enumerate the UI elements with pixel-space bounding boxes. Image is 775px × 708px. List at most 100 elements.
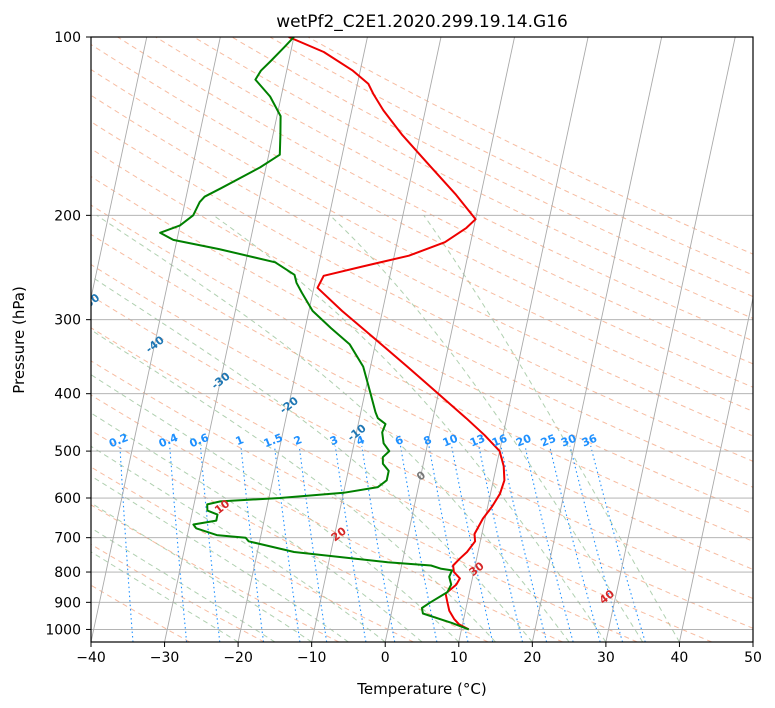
moist-adiabat <box>91 329 496 642</box>
dry-adiabat <box>91 360 638 642</box>
dry-adiabat <box>91 327 712 642</box>
isotherm-line <box>91 37 148 301</box>
mixing-ratio-line <box>199 445 221 642</box>
y-tick-label: 200 <box>54 208 81 224</box>
mixing-ratio-label: 1.5 <box>262 431 285 450</box>
moist-adiabat <box>423 215 680 642</box>
isotherm-label: -60 <box>16 240 40 263</box>
isotherm-line <box>164 37 295 642</box>
isotherm-label: 30 <box>467 559 487 579</box>
y-tick-label: 600 <box>54 491 81 507</box>
x-tick-label: 0 <box>381 650 390 666</box>
mixing-ratio-label: 0.2 <box>107 431 130 450</box>
mixing-ratio-label: 16 <box>490 432 509 450</box>
chart-title: wetPf2_C2E1.2020.299.19.14.G16 <box>276 12 568 32</box>
dry-adiabat <box>193 37 753 319</box>
x-tick-label: −40 <box>76 650 106 666</box>
dry-adiabat <box>91 121 753 462</box>
isotherm-line <box>605 37 736 642</box>
mixing-ratio-label: 2 <box>292 433 304 448</box>
moist-adiabat <box>91 275 533 642</box>
x-tick-label: 10 <box>450 650 468 666</box>
dry-adiabat <box>91 204 753 542</box>
plot-area: -100-90-80-70-60-50-40-30-20-10010203040… <box>16 37 753 642</box>
isotherm-line <box>752 639 753 642</box>
x-tick-label: 50 <box>744 650 762 666</box>
mixing-ratio-line <box>298 445 328 642</box>
x-axis-ticks: −40 −30 −20 −10 0 10 20 30 40 50 <box>76 642 762 666</box>
x-tick-label: −20 <box>223 650 253 666</box>
isotherm-label: -20 <box>277 394 301 417</box>
dewpoint-profile-line <box>159 37 470 631</box>
dry-adiabat <box>91 94 753 437</box>
y-tick-label: 500 <box>54 444 81 460</box>
y-tick-label: 1000 <box>45 622 81 638</box>
profile-lines <box>159 37 506 631</box>
dry-adiabat <box>91 175 753 515</box>
mixing-ratio-label: 0.4 <box>157 431 180 450</box>
dry-adiabat <box>91 429 489 642</box>
dry-adiabats <box>91 37 753 642</box>
mixing-ratio-label: 36 <box>580 432 599 450</box>
y-tick-label: 400 <box>54 387 81 403</box>
isotherm-label: 20 <box>329 524 349 544</box>
temperature-profile-line <box>288 37 506 631</box>
y-axis-label: Pressure (hPa) <box>10 286 28 394</box>
moist-adiabat <box>91 445 386 642</box>
x-tick-label: 20 <box>523 650 541 666</box>
moist-adiabat <box>213 214 607 642</box>
dry-adiabat <box>155 37 753 342</box>
dry-adiabat <box>91 543 265 642</box>
isotherm-label: -50 <box>79 291 103 314</box>
isotherm-line <box>458 37 589 642</box>
dry-adiabat <box>91 43 753 388</box>
mixing-ratio-labels: 0.1 0.2 0.4 0.6 1 1.5 2 3 4 6 8 10 13 16 20 25 30 36 <box>107 431 599 450</box>
y-tick-label: 800 <box>54 565 81 581</box>
moist-adiabat <box>91 551 239 642</box>
x-tick-label: −30 <box>150 650 180 666</box>
moist-adiabat <box>329 214 644 642</box>
isotherm-label: 0 <box>414 468 428 483</box>
mixing-ratio-label: 10 <box>441 432 460 450</box>
isobar-lines <box>91 37 753 630</box>
mixing-ratio-line <box>549 445 601 642</box>
mixing-ratio-line <box>569 445 624 642</box>
moist-adiabat <box>91 475 349 642</box>
mixing-ratio-line <box>428 445 469 642</box>
isotherm-lines <box>91 37 753 642</box>
dry-adiabat <box>117 37 753 365</box>
mixing-ratio-label: 8 <box>422 433 434 448</box>
mixing-ratio-line <box>361 445 396 642</box>
dry-adiabat <box>91 504 340 642</box>
mixing-ratio-line <box>500 445 548 642</box>
dry-adiabat <box>231 37 753 298</box>
x-tick-label: 40 <box>671 650 689 666</box>
dry-adiabat <box>91 233 753 570</box>
isotherm-line <box>531 37 663 642</box>
mixing-ratio-label: 25 <box>539 432 558 450</box>
mixing-ratio-label: 30 <box>559 432 578 450</box>
mixing-ratio-line <box>524 445 574 642</box>
dry-adiabat <box>91 68 753 412</box>
dry-adiabat <box>91 295 753 629</box>
x-axis-label: Temperature (°C) <box>356 680 486 698</box>
moist-adiabat <box>91 374 460 642</box>
dry-adiabat <box>307 37 753 255</box>
isotherm-line <box>384 37 515 642</box>
mixing-ratio-label: 1 <box>234 433 246 448</box>
dry-adiabat <box>91 148 753 488</box>
mixing-ratio-label: 0.6 <box>188 431 211 450</box>
isotherm-line <box>679 295 753 642</box>
moist-adiabat <box>91 527 276 642</box>
mixing-ratio-line <box>590 445 646 642</box>
mixing-ratio-label: 20 <box>514 432 533 450</box>
dry-adiabat <box>91 263 753 600</box>
mixing-ratio-line <box>334 445 367 642</box>
y-axis-ticks: 100 200 300 400 500 600 700 800 900 1000 <box>45 30 91 638</box>
mixing-ratio-line <box>273 445 301 642</box>
mixing-ratio-label: 6 <box>393 433 405 448</box>
isotherm-label: -40 <box>143 333 167 356</box>
moist-adiabat <box>96 214 570 642</box>
